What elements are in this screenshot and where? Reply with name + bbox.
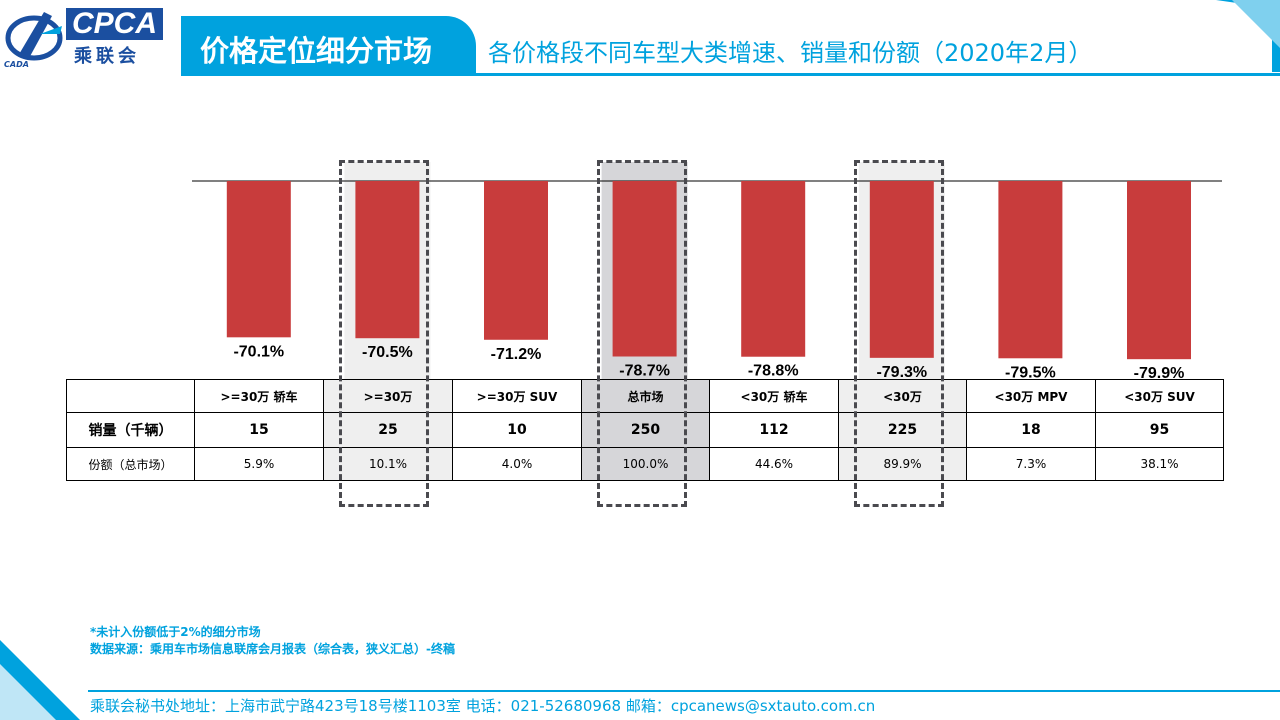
- data-label: -70.5%: [362, 344, 413, 361]
- bar: [1127, 181, 1191, 360]
- segment-table: >=30万 轿车 >=30万 >=30万 SUV 总市场 <30万 轿车 <30…: [66, 379, 1224, 481]
- table-cell: 4.0%: [452, 447, 582, 481]
- table-row-sales: 销量（千辆） 15 25 10 250 112 225 18 95: [66, 412, 1224, 448]
- table-cell: 5.9%: [194, 447, 324, 481]
- table-cell: 10.1%: [323, 447, 453, 481]
- data-label: -70.1%: [233, 343, 284, 360]
- bar: [998, 181, 1063, 359]
- bar: [741, 181, 806, 357]
- bar: [226, 181, 291, 338]
- table-header-row: >=30万 轿车 >=30万 >=30万 SUV 总市场 <30万 轿车 <30…: [66, 379, 1224, 413]
- page-subtitle: 各价格段不同车型大类增速、销量和份额（2020年2月）: [488, 39, 1093, 67]
- data-label: -79.3%: [876, 364, 927, 381]
- table-header-cell: 总市场: [581, 379, 710, 413]
- footnote-threshold: *未计入份额低于2%的细分市场: [90, 625, 261, 639]
- logo-wordmark: CPCA: [66, 8, 164, 40]
- table-header-cell: >=30万: [323, 379, 453, 413]
- bar: [484, 181, 548, 340]
- table-cell: 250: [581, 412, 710, 448]
- row-label-share: 份额（总市场）: [66, 447, 195, 481]
- table-header-cell: <30万 MPV: [966, 379, 1096, 413]
- data-label: -78.7%: [619, 363, 670, 380]
- table-cell: 112: [709, 412, 839, 448]
- footer-contact: 乘联会秘书处地址：上海市武宁路423号18号楼1103室 电话：021-5268…: [90, 697, 876, 715]
- header-divider: [181, 73, 1280, 76]
- table-cell: 100.0%: [581, 447, 710, 481]
- table-header-cell: <30万 轿车: [709, 379, 839, 413]
- data-label: -71.2%: [491, 346, 542, 363]
- cpca-logo: CPCA 乘联会 CADA: [0, 0, 180, 72]
- logo-small-text: CADA: [4, 60, 29, 69]
- corner-decoration-top-right: [1216, 0, 1280, 72]
- bar: [869, 181, 934, 358]
- cpca-emblem-icon: [5, 12, 63, 61]
- table-cell: 15: [194, 412, 324, 448]
- table-cell: 7.3%: [966, 447, 1096, 481]
- data-label: -79.5%: [1005, 364, 1056, 381]
- table-cell: 10: [452, 412, 582, 448]
- table-cell: 95: [1095, 412, 1224, 448]
- table-row-share: 份额（总市场） 5.9% 10.1% 4.0% 100.0% 44.6% 89.…: [66, 447, 1224, 481]
- table-cell: 38.1%: [1095, 447, 1224, 481]
- page-title: 价格定位细分市场: [200, 34, 433, 68]
- corner-decoration-bottom-left: [0, 640, 80, 720]
- logo-chinese-name: 乘联会: [74, 46, 140, 67]
- table-cell: 89.9%: [838, 447, 967, 481]
- table-cell: 25: [323, 412, 453, 448]
- title-tab: [181, 16, 476, 76]
- data-label: -78.8%: [748, 363, 799, 380]
- table-cell: 18: [966, 412, 1096, 448]
- bar: [355, 181, 420, 339]
- footer-divider: [88, 690, 1280, 692]
- table-cell: 225: [838, 412, 967, 448]
- data-label: -79.9%: [1134, 365, 1185, 382]
- table-cell: 44.6%: [709, 447, 839, 481]
- table-header-cell: >=30万 轿车: [194, 379, 324, 413]
- table-header-cell: <30万: [838, 379, 967, 413]
- table-corner-cell: [66, 379, 195, 413]
- table-header-cell: >=30万 SUV: [452, 379, 582, 413]
- table-header-cell: <30万 SUV: [1095, 379, 1224, 413]
- footnote-source: 数据来源：乘用车市场信息联席会月报表（综合表，狭义汇总）-终稿: [90, 642, 455, 656]
- bar: [612, 181, 677, 357]
- row-label-sales: 销量（千辆）: [66, 412, 195, 448]
